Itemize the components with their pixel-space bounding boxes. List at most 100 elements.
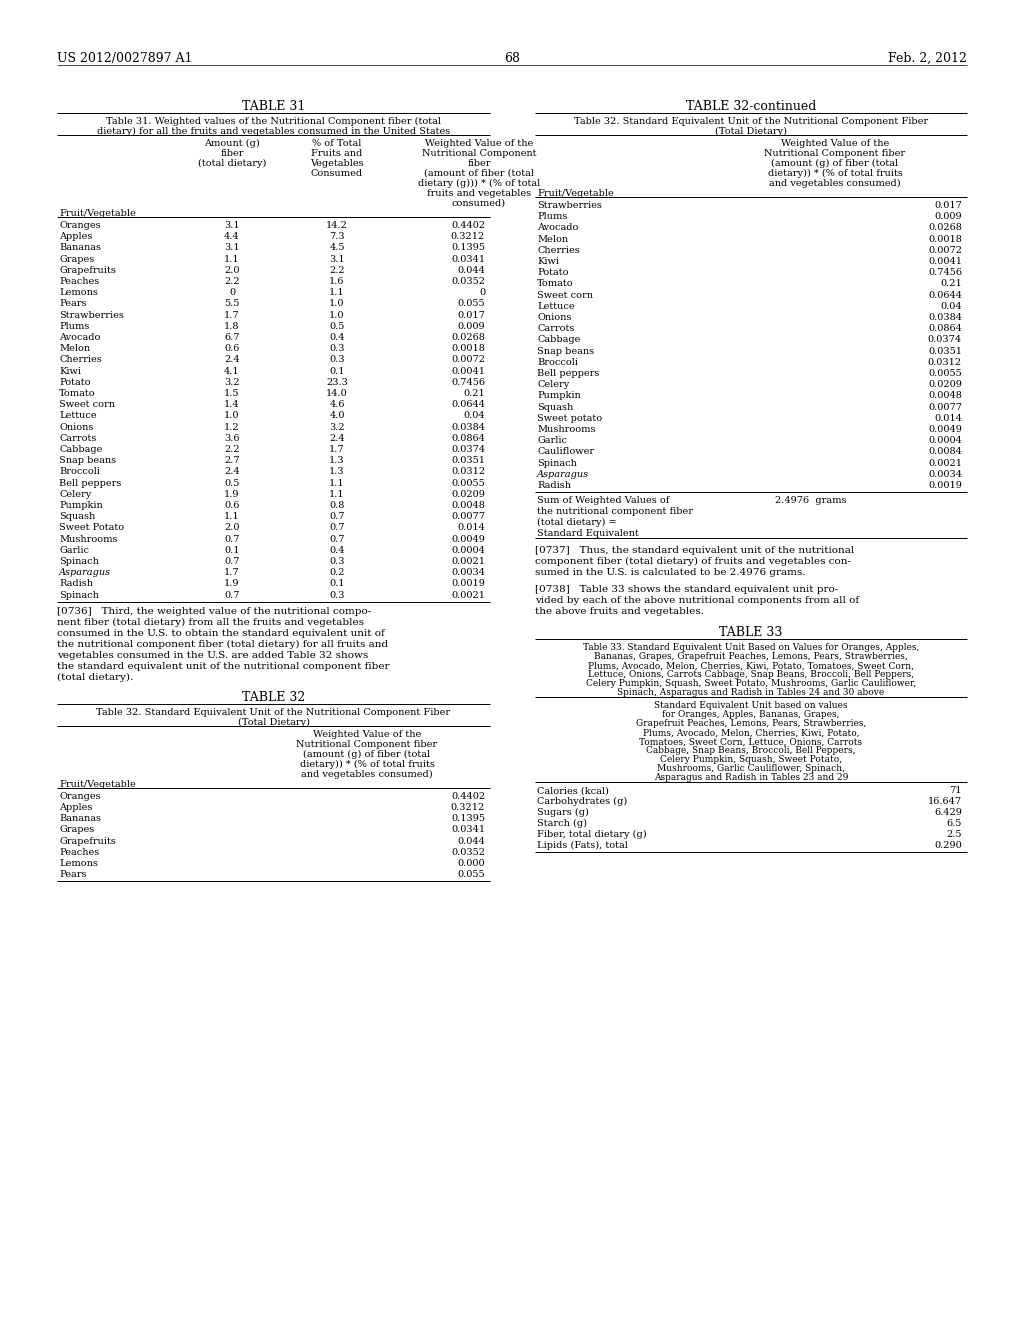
Text: Celery Pumpkin, Squash, Sweet Potato, Mushrooms, Garlic Cauliflower,: Celery Pumpkin, Squash, Sweet Potato, Mu… [586,680,916,688]
Text: 0: 0 [229,288,236,297]
Text: consumed): consumed) [452,199,506,209]
Text: dietary) for all the fruits and vegetables consumed in the United States: dietary) for all the fruits and vegetabl… [97,127,451,136]
Text: consumed in the U.S. to obtain the standard equivalent unit of: consumed in the U.S. to obtain the stand… [57,628,385,638]
Text: 16.647: 16.647 [928,797,962,807]
Text: 1.1: 1.1 [224,512,240,521]
Text: 14.2: 14.2 [326,220,348,230]
Text: Sweet corn: Sweet corn [59,400,115,409]
Text: 0.6: 0.6 [224,502,240,510]
Text: Spinach: Spinach [537,458,577,467]
Text: TABLE 33: TABLE 33 [719,626,782,639]
Text: 0.0374: 0.0374 [451,445,485,454]
Text: US 2012/0027897 A1: US 2012/0027897 A1 [57,51,193,65]
Text: 0.0021: 0.0021 [451,590,485,599]
Text: Broccoli: Broccoli [537,358,578,367]
Text: the standard equivalent unit of the nutritional component fiber: the standard equivalent unit of the nutr… [57,661,389,671]
Text: Weighted Value of the: Weighted Value of the [313,730,421,739]
Text: Tomatoes, Sweet Corn, Lettuce, Onions, Carrots: Tomatoes, Sweet Corn, Lettuce, Onions, C… [639,737,862,746]
Text: Spinach, Asparagus and Radish in Tables 24 and 30 above: Spinach, Asparagus and Radish in Tables … [617,688,885,697]
Text: fiber: fiber [467,158,490,168]
Text: 0.7456: 0.7456 [451,378,485,387]
Text: 1.7: 1.7 [329,445,345,454]
Text: [0736]   Third, the weighted value of the nutritional compo-: [0736] Third, the weighted value of the … [57,607,372,616]
Text: 0.3212: 0.3212 [451,232,485,242]
Text: Avocado: Avocado [59,333,100,342]
Text: (Total Dietary): (Total Dietary) [238,718,309,727]
Text: 0.4402: 0.4402 [451,792,485,801]
Text: 0: 0 [479,288,485,297]
Text: Grapes: Grapes [59,255,94,264]
Text: Pumpkin: Pumpkin [59,502,102,510]
Text: Apples: Apples [59,232,92,242]
Text: 3.6: 3.6 [224,434,240,442]
Text: [0737]   Thus, the standard equivalent unit of the nutritional: [0737] Thus, the standard equivalent uni… [535,546,854,556]
Text: 4.0: 4.0 [330,412,345,420]
Text: (total dietary) =: (total dietary) = [537,519,616,527]
Text: vided by each of the above nutritional components from all of: vided by each of the above nutritional c… [535,597,859,605]
Text: 0.0384: 0.0384 [451,422,485,432]
Text: 0.21: 0.21 [940,280,962,288]
Text: 68: 68 [504,51,520,65]
Text: 2.4: 2.4 [224,467,240,477]
Text: 0.1395: 0.1395 [451,243,485,252]
Text: TABLE 32: TABLE 32 [242,690,305,704]
Text: 0.055: 0.055 [458,300,485,309]
Text: Asparagus: Asparagus [537,470,589,479]
Text: Plums, Avocado, Melon, Cherries, Kiwi, Potato,: Plums, Avocado, Melon, Cherries, Kiwi, P… [643,729,859,737]
Text: 0.0268: 0.0268 [452,333,485,342]
Text: 3.2: 3.2 [329,422,345,432]
Text: Mushrooms, Garlic Cauliflower, Spinach,: Mushrooms, Garlic Cauliflower, Spinach, [657,764,845,774]
Text: 2.7: 2.7 [224,457,240,465]
Text: 0.0384: 0.0384 [928,313,962,322]
Text: 0.0021: 0.0021 [928,458,962,467]
Text: 0.2: 0.2 [330,568,345,577]
Text: Squash: Squash [537,403,573,412]
Text: 0.0351: 0.0351 [451,457,485,465]
Text: and vegetables consumed): and vegetables consumed) [301,770,433,779]
Text: Grapes: Grapes [59,825,94,834]
Text: 0.0055: 0.0055 [928,370,962,378]
Text: Bananas: Bananas [59,243,101,252]
Text: 2.0: 2.0 [224,524,240,532]
Text: Lemons: Lemons [59,288,98,297]
Text: 4.1: 4.1 [224,367,240,376]
Text: 0.009: 0.009 [934,213,962,222]
Text: dietary)) * (% of total fruits: dietary)) * (% of total fruits [300,760,434,770]
Text: 0.3: 0.3 [330,590,345,599]
Text: Lipids (Fats), total: Lipids (Fats), total [537,841,628,850]
Text: 0.0644: 0.0644 [928,290,962,300]
Text: Mushrooms: Mushrooms [537,425,596,434]
Text: Squash: Squash [59,512,95,521]
Text: 2.0: 2.0 [224,265,240,275]
Text: 2.2: 2.2 [224,445,240,454]
Text: 0.7456: 0.7456 [928,268,962,277]
Text: 2.4: 2.4 [329,434,345,442]
Text: 3.1: 3.1 [329,255,345,264]
Text: 0.5: 0.5 [330,322,345,331]
Text: 0.0209: 0.0209 [452,490,485,499]
Text: Spinach: Spinach [59,590,99,599]
Text: Table 32. Standard Equivalent Unit of the Nutritional Component Fiber: Table 32. Standard Equivalent Unit of th… [573,117,928,125]
Text: 1.3: 1.3 [329,467,345,477]
Text: Garlic: Garlic [59,545,89,554]
Text: 0.7: 0.7 [330,512,345,521]
Text: Standard Equivalent: Standard Equivalent [537,529,639,539]
Text: Spinach: Spinach [59,557,99,566]
Text: Grapefruits: Grapefruits [59,265,116,275]
Text: 0.0077: 0.0077 [928,403,962,412]
Text: 71: 71 [949,787,962,795]
Text: 0.0084: 0.0084 [928,447,962,457]
Text: Apples: Apples [59,803,92,812]
Text: Pears: Pears [59,870,86,879]
Text: Asparagus and Radish in Tables 23 and 29: Asparagus and Radish in Tables 23 and 29 [653,774,848,783]
Text: Plums: Plums [59,322,89,331]
Text: 0.009: 0.009 [458,322,485,331]
Text: Oranges: Oranges [59,792,100,801]
Text: Cabbage: Cabbage [59,445,102,454]
Text: 0.290: 0.290 [934,841,962,850]
Text: Cabbage: Cabbage [537,335,581,345]
Text: 23.3: 23.3 [326,378,348,387]
Text: 0.1: 0.1 [330,579,345,589]
Text: 0.0352: 0.0352 [451,847,485,857]
Text: 0.0341: 0.0341 [451,255,485,264]
